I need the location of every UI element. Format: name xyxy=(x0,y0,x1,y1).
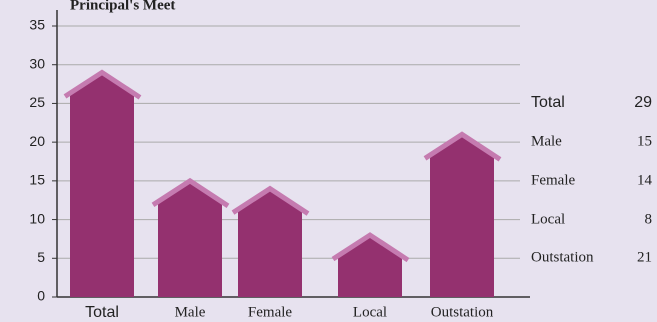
x-tick-label: Local xyxy=(353,304,387,320)
table-label: Total xyxy=(531,94,565,111)
x-tick-label: Male xyxy=(175,304,206,320)
table-label: Local xyxy=(531,211,565,227)
table-label: Female xyxy=(531,172,575,188)
y-tick-label: 25 xyxy=(29,94,45,110)
bar-roof xyxy=(63,69,142,100)
bar-roof xyxy=(231,185,310,216)
table-value: 14 xyxy=(637,172,653,188)
x-tick-label: Female xyxy=(248,304,292,320)
y-tick-label: 10 xyxy=(29,210,45,226)
table-value: 8 xyxy=(645,211,653,227)
bar xyxy=(70,72,134,297)
table-label: Male xyxy=(531,133,562,149)
chart-title: Principal's Meet xyxy=(70,0,175,13)
table-value: 15 xyxy=(637,133,652,149)
bar-roof xyxy=(331,232,410,263)
x-tick-label: Outstation xyxy=(431,304,494,320)
table-value: 29 xyxy=(634,94,652,111)
table-value: 21 xyxy=(637,249,652,265)
bar xyxy=(238,188,302,297)
y-tick-label: 5 xyxy=(37,249,45,265)
y-tick-label: 15 xyxy=(29,172,45,188)
table-label: Outstation xyxy=(531,249,594,265)
bar-roof xyxy=(151,177,230,208)
y-tick-label: 0 xyxy=(37,288,45,304)
bar-roof xyxy=(423,131,502,162)
x-tick-label: Total xyxy=(85,304,119,321)
y-tick-label: 35 xyxy=(29,17,45,33)
bar xyxy=(430,134,494,297)
y-tick-label: 20 xyxy=(29,133,45,149)
bar xyxy=(338,235,402,297)
y-tick-label: 30 xyxy=(29,55,45,71)
bar xyxy=(158,180,222,297)
